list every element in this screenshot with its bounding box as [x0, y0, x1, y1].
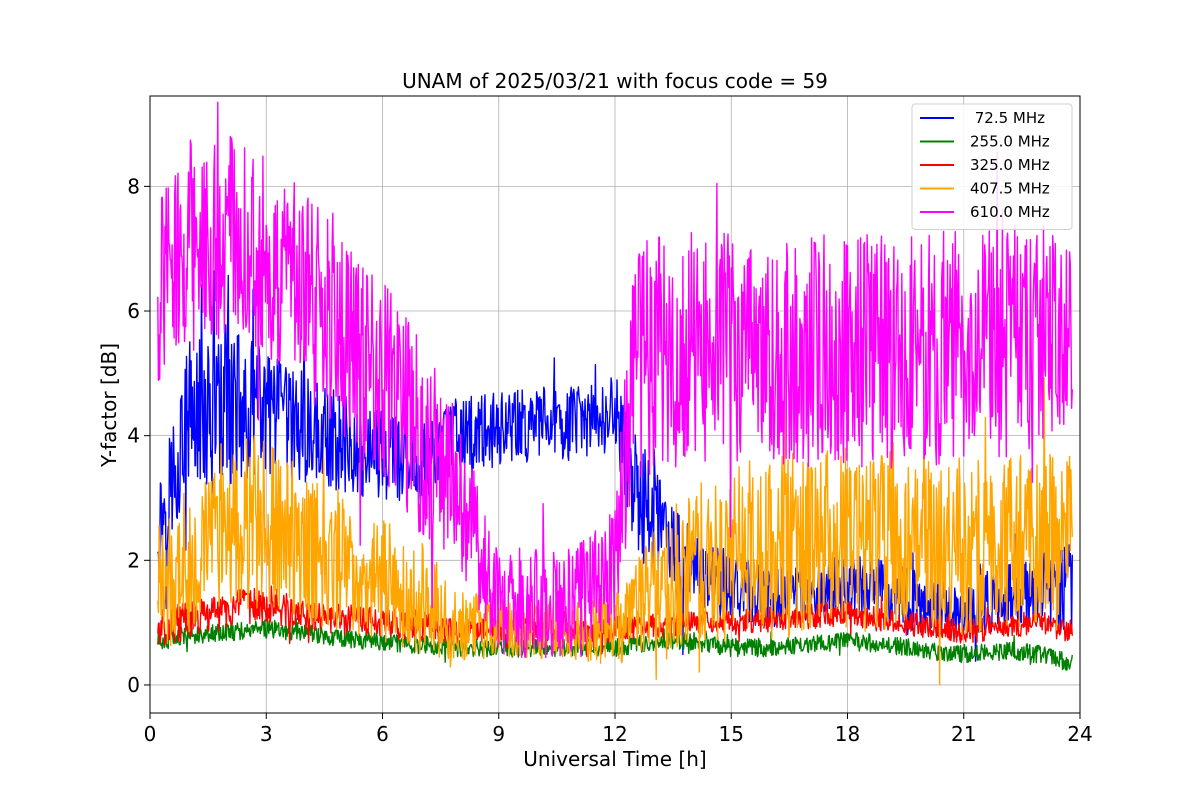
y-tick-label: 0 — [127, 673, 140, 697]
legend-label: 325.0 MHz — [970, 156, 1050, 174]
x-tick-label: 21 — [951, 722, 976, 746]
y-tick-label: 6 — [127, 299, 140, 323]
series-line-1 — [157, 617, 1073, 671]
y-tick-label: 4 — [127, 424, 140, 448]
x-tick-label: 6 — [376, 722, 389, 746]
series-line-0 — [157, 270, 1073, 662]
series-line-2 — [157, 585, 1073, 658]
y-tick-label: 8 — [127, 174, 140, 198]
x-tick-label: 15 — [719, 722, 744, 746]
x-tick-label: 9 — [492, 722, 505, 746]
x-axis-title: Universal Time [h] — [523, 747, 706, 771]
x-tick-label: 12 — [602, 722, 627, 746]
series-line-4 — [157, 101, 1073, 659]
legend-label: 407.5 MHz — [970, 180, 1050, 198]
chart-title: UNAM of 2025/03/21 with focus code = 59 — [402, 69, 828, 93]
legend-label: 610.0 MHz — [970, 203, 1050, 221]
x-tick-label: 0 — [144, 722, 157, 746]
legend-box — [911, 103, 1073, 230]
x-tick-label: 24 — [1067, 722, 1092, 746]
x-tick-label: 3 — [260, 722, 273, 746]
y-axis-title: Y-factor [dB] — [97, 343, 121, 468]
y-tick-label: 2 — [127, 548, 140, 572]
legend-label: 255.0 MHz — [970, 133, 1050, 151]
x-tick-label: 18 — [835, 722, 860, 746]
series-layer — [157, 101, 1073, 686]
legend-label: 72.5 MHz — [970, 109, 1045, 127]
legend: 72.5 MHz 255.0 MHz 325.0 MHz 407.5 MHz 610.0… — [911, 103, 1073, 230]
